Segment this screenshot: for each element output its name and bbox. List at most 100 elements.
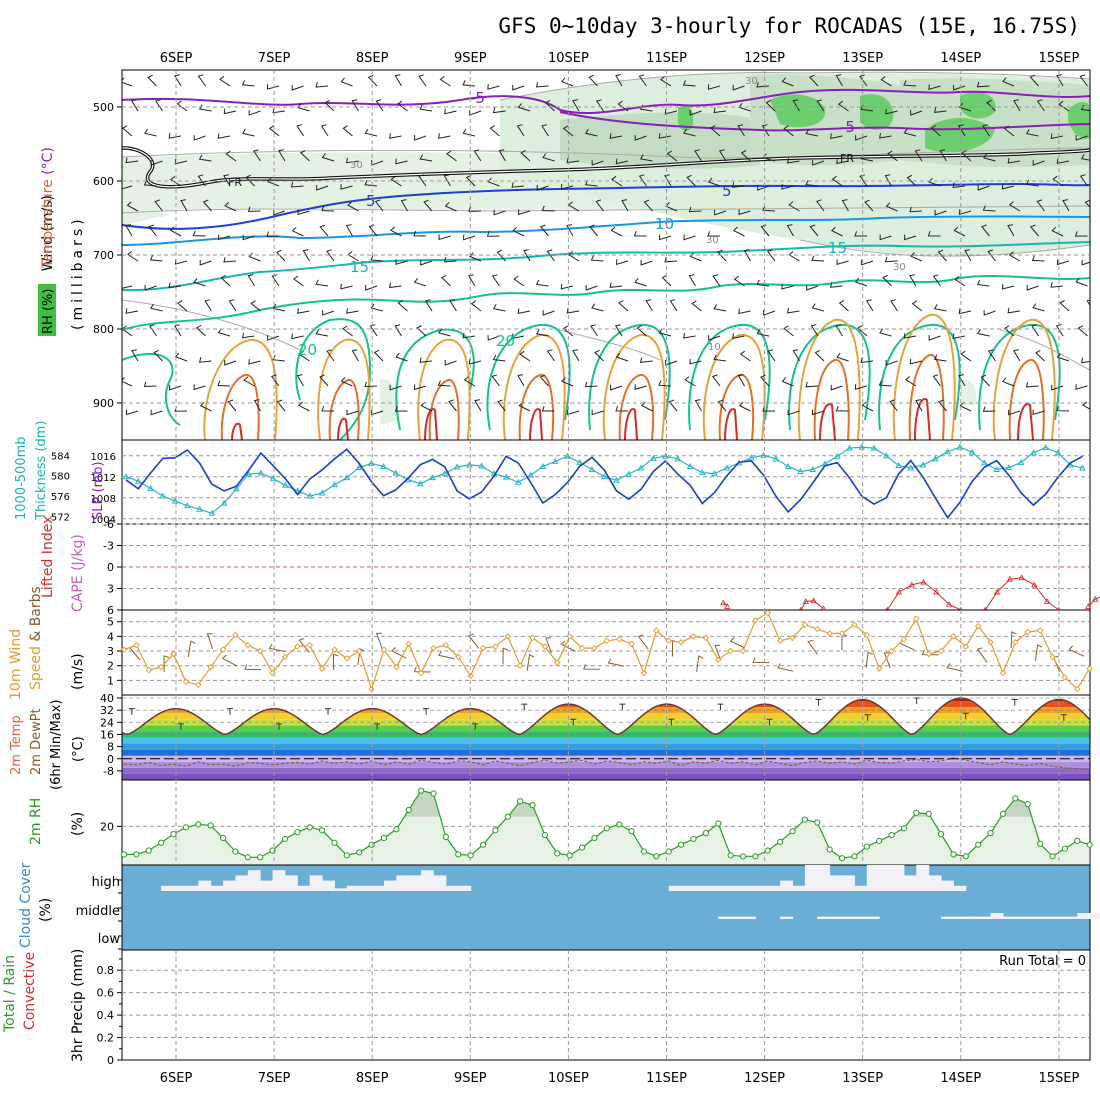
thickness-point bbox=[993, 465, 1000, 473]
wind-barb bbox=[861, 259, 874, 266]
wind-barb bbox=[964, 249, 972, 262]
rh-point bbox=[814, 819, 821, 826]
rh-point bbox=[331, 839, 338, 846]
wind-barb bbox=[615, 158, 629, 165]
rh-point bbox=[195, 821, 202, 828]
wind-barb bbox=[707, 177, 721, 187]
wind-barb bbox=[937, 249, 947, 262]
wind-barb bbox=[468, 206, 482, 213]
wind-barb bbox=[367, 74, 378, 87]
wind-barb bbox=[462, 332, 476, 339]
wind-barb bbox=[512, 84, 525, 91]
pressure-tick-label: 600 bbox=[93, 175, 114, 188]
wind-barb bbox=[470, 300, 482, 312]
contour-label: 15 bbox=[350, 258, 369, 276]
wind-barb bbox=[1003, 125, 1015, 137]
wind-speed-point bbox=[900, 636, 908, 643]
wind-barb bbox=[713, 354, 727, 362]
date-label-bottom: 9SEP bbox=[454, 1071, 487, 1086]
wind-barb bbox=[915, 399, 923, 412]
wind-barb bbox=[584, 179, 598, 187]
wind-barb bbox=[1032, 160, 1045, 166]
wind-barb bbox=[266, 84, 280, 90]
wind-barb bbox=[930, 125, 941, 137]
temp-tick-label: 8 bbox=[107, 741, 114, 754]
cloud-cell-middle bbox=[718, 916, 732, 919]
cloud-axis-label: Cloud Cover bbox=[18, 862, 34, 948]
thickness-point bbox=[245, 470, 252, 477]
li-tick-label: 0 bbox=[107, 561, 114, 574]
rh-point bbox=[863, 843, 870, 850]
wind-barb bbox=[125, 224, 133, 237]
wind-speed-point bbox=[615, 636, 623, 643]
wind-barb bbox=[617, 100, 629, 112]
wind-barb bbox=[783, 125, 794, 137]
wind-barb bbox=[1007, 307, 1021, 314]
wind-speed-point bbox=[504, 633, 512, 640]
wind-barb bbox=[884, 256, 898, 263]
upper-air-panel: -5 -5 FR FR 5 5 10 15 15 20 20 30 30 30 … bbox=[38, 69, 1091, 441]
wind-barb bbox=[792, 349, 800, 362]
thickness-point bbox=[797, 468, 804, 475]
wind-barb bbox=[835, 324, 843, 337]
wind-barb bbox=[520, 149, 531, 162]
date-label-top: 12SEP bbox=[744, 51, 785, 66]
thickness-point bbox=[306, 492, 314, 499]
wind-barb bbox=[903, 333, 917, 339]
cloud-cell-high bbox=[185, 885, 199, 891]
wind-barb bbox=[143, 180, 157, 187]
li-tick-label: 3 bbox=[107, 583, 114, 596]
wind-barb bbox=[242, 234, 255, 241]
wind-barb bbox=[1055, 324, 1064, 337]
precip-tick-label: 0.2 bbox=[97, 1032, 115, 1045]
wind-barb bbox=[890, 299, 898, 312]
temperature-band bbox=[122, 773, 1090, 780]
wind-barb bbox=[590, 255, 604, 262]
wind-barb bbox=[887, 150, 898, 162]
wind-speed-point bbox=[999, 669, 1007, 677]
wind-barb bbox=[610, 226, 623, 237]
wind-barb bbox=[511, 333, 525, 340]
wind-barb bbox=[125, 409, 139, 416]
wind-barb bbox=[493, 209, 506, 216]
cloud-cell-high bbox=[681, 885, 694, 891]
rh-point bbox=[578, 844, 586, 851]
rh-point bbox=[455, 851, 462, 858]
rh-point bbox=[925, 810, 932, 817]
wind-barb bbox=[1079, 174, 1088, 187]
wind-barb bbox=[247, 274, 255, 287]
wind-barb bbox=[439, 76, 451, 87]
wind-barb bbox=[707, 231, 721, 237]
wind-barb bbox=[591, 160, 604, 166]
wind-barb bbox=[491, 274, 500, 287]
wind-speed-point bbox=[331, 646, 338, 653]
wind-barb bbox=[248, 358, 261, 365]
wind-barb bbox=[738, 209, 751, 216]
wind-barb bbox=[149, 255, 163, 262]
wind-barb bbox=[1032, 303, 1045, 312]
wind-barb bbox=[153, 349, 163, 362]
wind-barb bbox=[315, 82, 329, 88]
thickness-point bbox=[257, 469, 265, 476]
wind-barb bbox=[278, 149, 286, 162]
wind-speed-point bbox=[801, 621, 809, 628]
wind-barb-10m bbox=[502, 647, 508, 665]
wind-barb bbox=[694, 399, 702, 412]
wind-speed-point bbox=[640, 669, 648, 677]
date-label-top: 6SEP bbox=[160, 51, 193, 66]
wind-barb bbox=[1056, 74, 1064, 87]
wind-axis-label: 10m Wind bbox=[8, 629, 24, 700]
thickness-point bbox=[895, 461, 902, 468]
wind-barb bbox=[836, 352, 849, 362]
wind-barb bbox=[683, 128, 696, 137]
wind-barb bbox=[176, 100, 188, 112]
thickness-point bbox=[453, 463, 461, 470]
wind-barb bbox=[474, 399, 482, 412]
wind-barb bbox=[340, 77, 353, 87]
wind-barb bbox=[217, 328, 231, 337]
rh-point bbox=[554, 850, 561, 857]
rh-point bbox=[950, 851, 957, 858]
wind-barb bbox=[688, 206, 702, 213]
wind-speed-point bbox=[752, 617, 759, 624]
cloud-cell-middle bbox=[730, 916, 744, 919]
